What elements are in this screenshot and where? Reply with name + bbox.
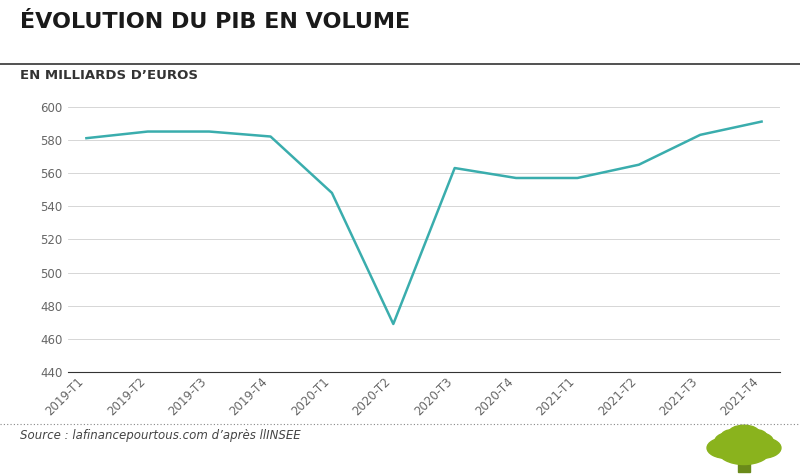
Circle shape — [718, 436, 770, 465]
Text: ÉVOLUTION DU PIB EN VOLUME: ÉVOLUTION DU PIB EN VOLUME — [20, 12, 410, 32]
Bar — [738, 458, 750, 472]
Circle shape — [707, 438, 746, 458]
Circle shape — [742, 432, 773, 449]
Circle shape — [742, 438, 781, 458]
Text: EN MILLIARDS D’EUROS: EN MILLIARDS D’EUROS — [20, 69, 198, 82]
Circle shape — [728, 425, 760, 442]
Circle shape — [721, 429, 746, 443]
Text: Source : lafinancepourtous.com d’après llINSEE: Source : lafinancepourtous.com d’après l… — [20, 429, 301, 442]
Circle shape — [715, 432, 746, 449]
Circle shape — [742, 429, 767, 443]
Circle shape — [722, 429, 766, 453]
